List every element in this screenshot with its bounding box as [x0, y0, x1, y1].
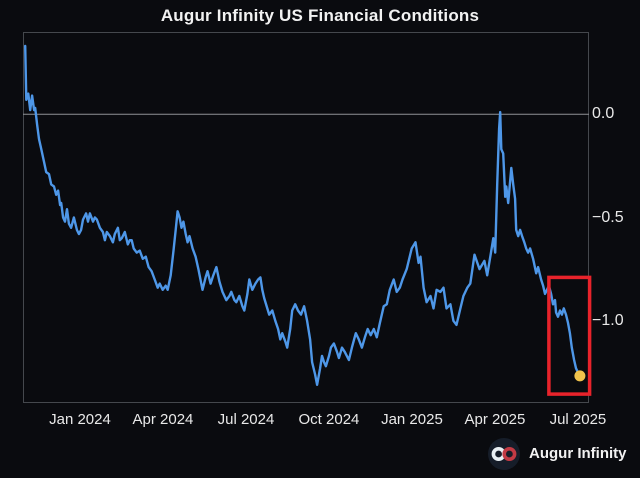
chart-title: Augur Infinity US Financial Conditions — [160, 6, 480, 25]
highlight-box — [547, 275, 592, 396]
x-tick-label: Jan 2024 — [49, 411, 111, 428]
logo-loop-right — [502, 446, 517, 461]
x-tick-label: Jul 2025 — [549, 411, 607, 428]
series-line — [24, 44, 582, 386]
plot-area — [23, 32, 589, 403]
x-tick-label: Apr 2024 — [132, 411, 194, 428]
chart-canvas — [23, 44, 592, 396]
brand-name: Augur Infinity — [529, 445, 627, 462]
x-tick-label: Jan 2025 — [381, 411, 443, 428]
y-tick-label: 0.0 — [592, 105, 615, 123]
x-tick-label: Oct 2024 — [298, 411, 360, 428]
brand-footer: Augur Infinity — [487, 436, 627, 471]
x-tick-label: Jul 2024 — [217, 411, 275, 428]
x-tick-label: Apr 2025 — [464, 411, 526, 428]
y-tick-label: −0.5 — [592, 208, 624, 226]
y-tick-label: −1.0 — [592, 311, 624, 329]
infinity-logo-icon — [488, 437, 520, 470]
endpoint-dot — [574, 370, 586, 382]
